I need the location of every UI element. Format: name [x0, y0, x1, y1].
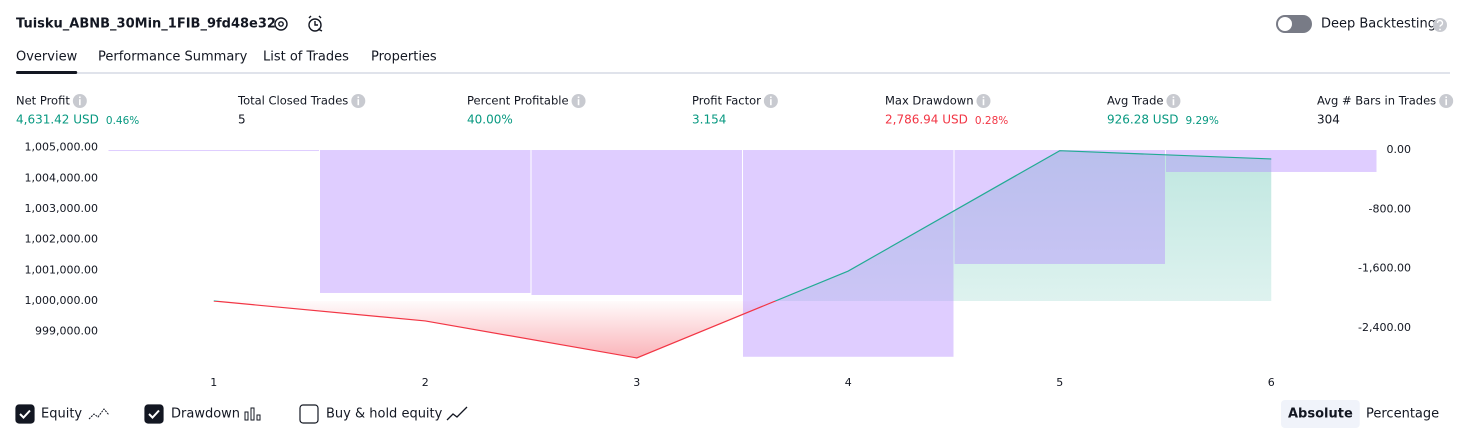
- buyhold-icon: [446, 406, 468, 421]
- metric-value: 3.154: [692, 113, 726, 127]
- metric-value: 2,786.94 USD: [885, 113, 968, 127]
- info-icon[interactable]: [72, 94, 87, 108]
- metric-value: 4,631.42 USD: [16, 113, 99, 127]
- mode-button[interactable]: [1281, 400, 1360, 428]
- info-icon[interactable]: [351, 94, 366, 108]
- info-stem: [770, 99, 772, 106]
- drawdown-bar: [1166, 150, 1377, 172]
- equity-line: [213, 150, 1272, 359]
- info-dot: [577, 96, 580, 99]
- info-stem: [1172, 99, 1175, 106]
- info-dot: [79, 96, 81, 99]
- legend-label: Drawdown: [171, 407, 240, 422]
- metric-label: Avg # Bars in Trades: [1317, 94, 1436, 108]
- help-icon[interactable]: [1433, 18, 1447, 32]
- info-dot: [1445, 96, 1447, 99]
- y-tick-label: 1,002,000.00: [25, 233, 98, 246]
- y-tick-label: 1,004,000.00: [25, 171, 98, 184]
- metric-value: 304: [1317, 113, 1340, 127]
- active-tab-indicator: [16, 71, 78, 74]
- checkmark: [148, 409, 160, 419]
- info-stem: [79, 99, 81, 106]
- y-tick-label: 1,000,000.00: [25, 294, 98, 307]
- info-dot: [770, 96, 772, 99]
- x-tick-label: 6: [1268, 376, 1275, 389]
- checkbox[interactable]: [15, 404, 35, 424]
- y-tick-label: 1,003,000.00: [25, 202, 98, 215]
- toggle-label: Deep Backtesting: [1321, 17, 1436, 32]
- equity-area: [213, 150, 1272, 358]
- strategy-title: Tuisku_ABNB_30Min_1FIB_9fd48e32: [16, 17, 276, 32]
- metric-label: Total Closed Trades: [237, 94, 348, 108]
- info-icon[interactable]: [976, 94, 991, 108]
- checkbox-box: [299, 404, 319, 424]
- legend-label: Equity: [41, 407, 82, 422]
- info-icon[interactable]: [1166, 94, 1181, 108]
- info-dot: [1172, 96, 1175, 99]
- info-stem: [982, 99, 985, 106]
- x-tick-label: 2: [422, 376, 429, 389]
- metric-label: Avg Trade: [1107, 94, 1163, 108]
- checkbox-box: [144, 404, 164, 424]
- checkbox[interactable]: [299, 404, 319, 424]
- info-dot: [982, 96, 985, 99]
- tab[interactable]: Properties: [371, 50, 437, 65]
- drawdown-bar: [108, 150, 319, 152]
- info-stem: [1445, 99, 1447, 106]
- info-icon[interactable]: [1439, 94, 1454, 108]
- y-tick-label: 1,001,000.00: [25, 263, 98, 276]
- metric-label: Net Profit: [16, 94, 70, 108]
- info-icon[interactable]: [763, 94, 778, 108]
- drawdown-icon: [244, 407, 261, 421]
- alert-icon[interactable]: [308, 15, 323, 32]
- drawdown-bar: [320, 150, 531, 293]
- checkbox[interactable]: [144, 404, 164, 424]
- info-dot: [357, 96, 360, 99]
- drawdown-bar: [531, 150, 742, 295]
- metric-value: 926.28 USD: [1107, 113, 1178, 127]
- drawdown-bar: [954, 150, 1165, 264]
- tab[interactable]: Performance Summary: [98, 50, 248, 65]
- info-icon[interactable]: [571, 94, 586, 108]
- y2-tick-label: -1,600.00: [1358, 262, 1411, 275]
- metric-label: Profit Factor: [692, 94, 761, 108]
- metric-percent: 9.29%: [1185, 115, 1218, 127]
- metric-label: Percent Profitable: [467, 94, 569, 108]
- checkbox-box: [15, 404, 35, 424]
- mode-button-label[interactable]: Absolute: [1288, 407, 1353, 422]
- y2-tick-label: -800.00: [1369, 202, 1411, 215]
- x-tick-label: 4: [845, 376, 852, 389]
- metric-percent: 0.28%: [975, 115, 1008, 127]
- checkmark: [19, 409, 31, 419]
- x-tick-label: 5: [1056, 376, 1063, 389]
- y-tick-label: 999,000.00: [35, 325, 98, 338]
- drawdown-bar: [743, 150, 954, 357]
- metric-percent: 0.46%: [106, 115, 139, 127]
- info-stem: [577, 99, 580, 106]
- metric-value: 5: [238, 113, 246, 127]
- metric-label: Max Drawdown: [885, 94, 974, 108]
- legend-label: Buy & hold equity: [326, 407, 443, 422]
- tab[interactable]: List of Trades: [263, 50, 349, 65]
- mode-button-label[interactable]: Percentage: [1366, 407, 1439, 422]
- tab[interactable]: Overview: [16, 50, 78, 65]
- deep-backtesting-toggle[interactable]: [1276, 15, 1312, 33]
- x-tick-label: 3: [633, 376, 640, 389]
- metric-value: 40.00%: [467, 113, 513, 127]
- equity-icon: [88, 408, 110, 420]
- x-tick-label: 1: [210, 376, 217, 389]
- y-tick-label: 1,005,000.00: [25, 141, 98, 154]
- info-stem: [357, 99, 360, 106]
- settings-icon[interactable]: [274, 17, 288, 31]
- y2-tick-label: 0.00: [1387, 143, 1412, 156]
- y2-tick-label: -2,400.00: [1358, 321, 1411, 334]
